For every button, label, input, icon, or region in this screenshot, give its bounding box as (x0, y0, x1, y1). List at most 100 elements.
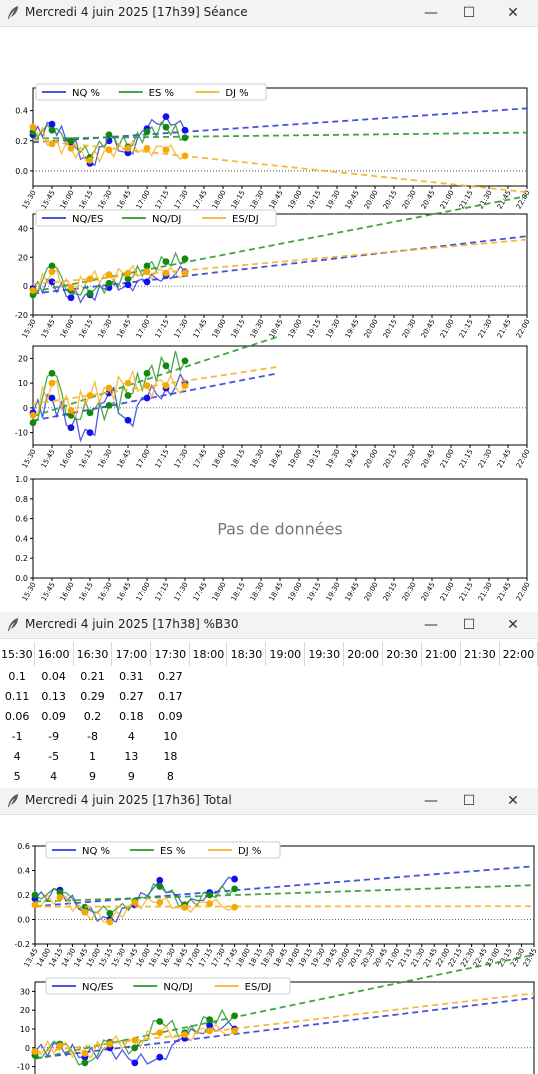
x-tick-label: 22:00 (515, 448, 532, 469)
x-tick-label: 18:30 (249, 581, 266, 602)
b30-titlebar[interactable]: Mercredi 4 juin 2025 [17h38] %B30 — ☐ ✕ (0, 612, 538, 639)
column-header[interactable]: 17:00 (111, 642, 152, 666)
x-tick-label: 20:15 (382, 189, 399, 210)
x-tick-label: 16:00 (59, 581, 76, 602)
table-cell (190, 706, 227, 726)
table-cell (227, 746, 266, 766)
column-header[interactable]: 16:00 (34, 642, 74, 666)
x-tick-label: 20:30 (401, 581, 418, 602)
column-header[interactable]: 22:00 (499, 642, 538, 666)
data-point (181, 255, 189, 263)
data-point (162, 258, 170, 266)
column-header[interactable]: 20:30 (382, 642, 423, 666)
column-header[interactable]: 17:30 (150, 642, 191, 666)
x-tick-label: 17:15 (154, 581, 171, 602)
table-cell (422, 686, 461, 706)
close-button[interactable]: ✕ (507, 617, 519, 633)
table-cell: -8 (87, 729, 98, 743)
table-cell (460, 706, 499, 726)
x-tick-label: 19:15 (306, 448, 323, 469)
data-point (56, 894, 64, 901)
x-tick-label: 16:30 (97, 318, 114, 339)
column-header[interactable]: 19:30 (304, 642, 345, 666)
close-button[interactable]: ✕ (507, 793, 519, 809)
table-cell (266, 766, 305, 786)
x-tick-label: 21:45 (496, 581, 513, 602)
x-tick-label: 18:45 (268, 189, 285, 210)
column-header[interactable]: 20:00 (343, 642, 384, 666)
column-header[interactable]: 16:30 (73, 642, 113, 666)
column-header[interactable]: 19:00 (265, 642, 306, 666)
data-point (131, 1044, 139, 1052)
data-point (156, 876, 164, 884)
x-tick-label: 18:00 (211, 318, 228, 339)
table-cell (383, 726, 422, 746)
table-row: -1 -9 -8 4 10 (0, 726, 538, 746)
plot-area (32, 213, 528, 316)
data-point (181, 126, 189, 134)
table-cell (190, 766, 227, 786)
x-tick-label: 19:45 (344, 189, 361, 210)
x-tick-label: 20:00 (363, 581, 380, 602)
y-tick-label: 20 (20, 1006, 30, 1015)
table-cell: 0.29 (80, 689, 105, 703)
data-point (29, 287, 37, 294)
x-tick-label: 16:45 (116, 318, 133, 339)
x-tick-label: 19:00 (287, 581, 304, 602)
x-tick-label: 19:30 (325, 318, 342, 339)
maximize-button[interactable]: ☐ (462, 617, 476, 633)
x-tick-label: 19:15 (306, 189, 323, 210)
minimize-button[interactable]: — (424, 617, 438, 633)
x-tick-label: 16:45 (116, 189, 133, 210)
total-titlebar[interactable]: Mercredi 4 juin 2025 [17h36] Total — ☐ ✕ (0, 788, 538, 815)
x-tick-label: 21:30 (477, 448, 494, 469)
seance-titlebar[interactable]: Mercredi 4 juin 2025 [17h39] Séance — ☐ … (0, 0, 538, 27)
column-header[interactable]: 18:00 (189, 642, 228, 666)
column-header[interactable]: 21:30 (460, 642, 500, 666)
table-cell (305, 666, 344, 686)
column-header[interactable]: 15:30 (0, 642, 35, 666)
x-tick-label: 17:30 (173, 318, 190, 339)
legend-label: ES % (160, 846, 185, 857)
y-tick-label: 10 (18, 379, 28, 388)
data-point (48, 262, 56, 270)
table-cell (266, 746, 305, 766)
plot-area (34, 845, 535, 945)
minimize-button[interactable]: — (424, 5, 438, 21)
column-header[interactable]: 18:30 (226, 642, 267, 666)
data-point (124, 144, 132, 152)
data-point (105, 384, 113, 392)
maximize-button[interactable]: ☐ (462, 793, 476, 809)
x-tick-label: 21:00 (439, 581, 456, 602)
seance-window: Mercredi 4 juin 2025 [17h39] Séance — ☐ … (0, 0, 538, 603)
table-cell (227, 726, 266, 746)
x-tick-label: 15:30 (21, 448, 38, 469)
data-point (56, 889, 64, 896)
data-point (105, 146, 113, 154)
data-point (124, 392, 132, 399)
window-title: Mercredi 4 juin 2025 [17h36] Total (25, 793, 232, 807)
data-point (162, 113, 170, 121)
minimize-button[interactable]: — (424, 793, 438, 809)
data-point (206, 1027, 214, 1035)
y-tick-label: 0 (23, 282, 28, 291)
x-tick-label: 18:30 (249, 318, 266, 339)
x-tick-label: 19:30 (325, 581, 342, 602)
x-tick-label: 19:45 (344, 318, 361, 339)
trend-line (32, 336, 278, 418)
x-tick-label: 15:45 (40, 318, 57, 339)
close-button[interactable]: ✕ (507, 5, 519, 21)
data-point (206, 1021, 214, 1029)
x-tick-label: 20:45 (420, 448, 437, 469)
table-cell: 0.13 (41, 689, 66, 703)
column-header[interactable]: 21:00 (421, 642, 461, 666)
maximize-button[interactable]: ☐ (462, 5, 476, 21)
feather-icon (8, 6, 18, 19)
data-point (156, 883, 164, 890)
data-point (162, 146, 170, 154)
table-cell (227, 666, 266, 686)
data-point (81, 908, 89, 916)
table-cell (422, 766, 461, 786)
x-tick-label: 21:00 (439, 189, 456, 210)
y-tick-label: 0.6 (15, 515, 28, 524)
